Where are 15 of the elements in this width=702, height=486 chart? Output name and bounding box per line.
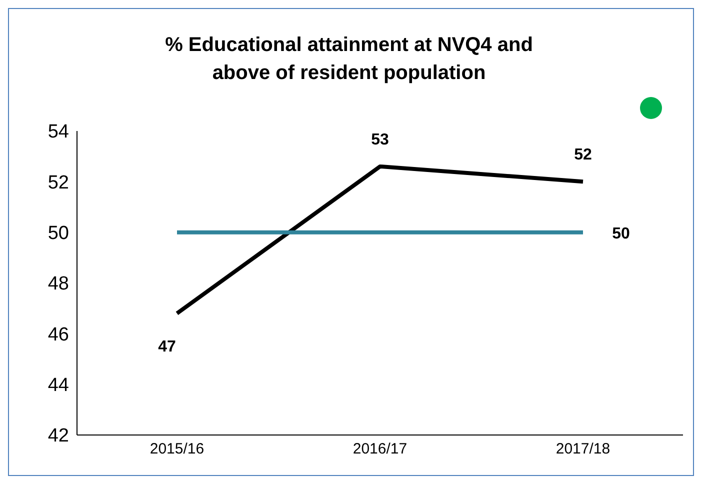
y-tick-label: 42 [48, 426, 69, 447]
data-label: 52 [574, 146, 592, 164]
y-tick-label: 50 [48, 223, 69, 244]
x-tick-label: 2016/17 [352, 440, 408, 458]
y-tick-label: 48 [48, 274, 69, 295]
data-label: 50 [612, 225, 630, 242]
x-tick-label: 2017/18 [556, 440, 610, 458]
y-tick-label: 52 [48, 172, 69, 194]
data-label: 53 [371, 131, 389, 148]
data-label: 47 [158, 338, 176, 356]
y-tick-label: 44 [48, 375, 70, 396]
x-tick-label: 2015/16 [150, 440, 204, 458]
y-tick-label: 46 [48, 324, 69, 346]
chart-title: % Educational attainment at NVQ4 and above of resident population [164, 33, 534, 86]
y-tick-label: 54 [48, 122, 70, 143]
